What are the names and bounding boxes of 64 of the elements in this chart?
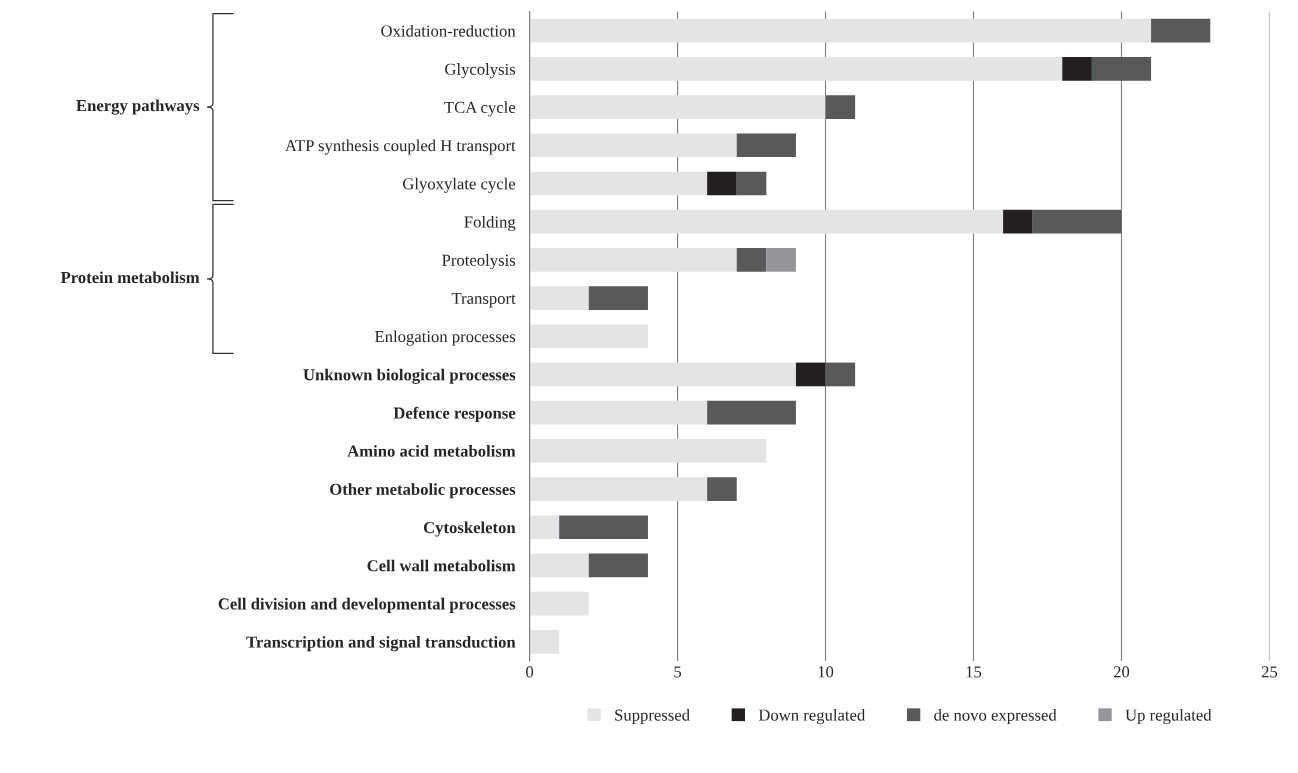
legend-label: de novo expressed	[934, 708, 1057, 725]
y-tick-label: Other metabolic processes	[330, 483, 516, 499]
bar	[766, 248, 796, 272]
bar	[736, 171, 767, 196]
bar	[529, 362, 796, 387]
bar	[529, 591, 589, 616]
bar	[1091, 57, 1152, 81]
y-tick-label: Glyoxylate cycle	[403, 177, 516, 193]
bar	[529, 324, 648, 349]
bar	[825, 95, 856, 119]
bar	[529, 18, 1152, 43]
bar	[529, 477, 708, 501]
bar	[529, 95, 826, 119]
bar	[707, 477, 737, 501]
y-tick-label: Cell division and developmental processes	[218, 597, 516, 613]
bar	[707, 171, 737, 196]
y-tick-label: ATP synthesis coupled H transport	[285, 139, 516, 155]
y-tick-label: Oxidation-reduction	[381, 24, 516, 37]
bar	[529, 515, 560, 540]
y-tick-label: Enlogation processes	[375, 330, 516, 346]
bar	[529, 439, 767, 463]
bar	[795, 362, 826, 387]
legend-label: Down regulated	[758, 708, 866, 725]
legend-label: Suppressed	[615, 708, 690, 725]
bar	[559, 515, 648, 540]
bar	[529, 57, 1063, 81]
bar	[529, 400, 708, 425]
y-tick-label: Transcription and signal transduction	[246, 636, 516, 652]
x-tick-label: 25	[1261, 666, 1278, 678]
x-tick-label: 0	[526, 666, 534, 678]
y-tick-label: Cytoskeleton	[423, 521, 516, 537]
legend-label: Up regulated	[1125, 708, 1212, 725]
x-tick-label: 5	[674, 666, 682, 678]
y-tick-label: Amino acid metabolism	[347, 445, 516, 457]
bar	[1003, 209, 1033, 234]
bar	[529, 629, 560, 654]
bar	[529, 248, 737, 272]
bar	[1151, 18, 1211, 43]
y-tick-label: Transport	[451, 292, 516, 308]
bar	[588, 286, 648, 310]
bar	[736, 248, 767, 272]
x-tick-label: 10	[818, 666, 834, 678]
x-tick-label: 20	[1113, 666, 1130, 678]
bar	[736, 133, 796, 158]
bar	[529, 553, 589, 578]
bar	[1062, 57, 1092, 81]
x-tick-label: 15	[966, 666, 982, 678]
y-tick-label: Unknown biological processes	[303, 368, 516, 384]
text: Protein metabolism	[60, 271, 200, 284]
y-tick-label: Proteolysis	[442, 254, 516, 270]
bar	[529, 171, 708, 196]
y-tick-label: Cell wall metabolism	[367, 559, 516, 572]
bar	[1032, 209, 1122, 234]
bar	[529, 133, 737, 158]
bar	[825, 362, 856, 387]
bar	[529, 209, 1004, 234]
y-tick-label: Defence response	[393, 406, 516, 423]
bar	[588, 553, 648, 578]
y-tick-label: TCA cycle	[444, 101, 516, 117]
text: Energy pathways	[76, 99, 200, 115]
y-tick-label: Folding	[464, 215, 516, 232]
y-tick-label: Glycolysis	[445, 63, 516, 79]
bar	[529, 286, 589, 310]
bar	[707, 400, 796, 425]
